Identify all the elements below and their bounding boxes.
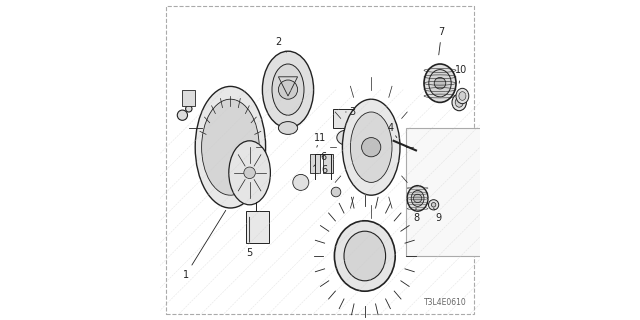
Text: 4: 4 bbox=[387, 123, 397, 138]
Ellipse shape bbox=[407, 186, 428, 211]
Ellipse shape bbox=[424, 64, 456, 102]
Ellipse shape bbox=[262, 51, 314, 128]
Ellipse shape bbox=[202, 99, 259, 195]
Bar bbox=[246, 211, 269, 243]
Ellipse shape bbox=[272, 64, 304, 115]
Ellipse shape bbox=[459, 92, 466, 100]
Circle shape bbox=[332, 187, 341, 197]
Text: 10: 10 bbox=[454, 65, 467, 83]
Circle shape bbox=[435, 77, 445, 89]
Ellipse shape bbox=[337, 130, 358, 145]
Circle shape bbox=[413, 194, 422, 203]
Circle shape bbox=[391, 135, 396, 140]
Text: 3: 3 bbox=[346, 107, 355, 117]
Circle shape bbox=[244, 167, 255, 179]
Text: 2: 2 bbox=[275, 36, 286, 52]
Ellipse shape bbox=[278, 122, 298, 134]
Circle shape bbox=[293, 174, 309, 190]
Text: 9: 9 bbox=[434, 208, 442, 223]
Circle shape bbox=[253, 195, 259, 202]
Ellipse shape bbox=[335, 221, 396, 291]
Text: 8: 8 bbox=[413, 208, 419, 223]
Ellipse shape bbox=[351, 112, 392, 182]
Ellipse shape bbox=[195, 86, 266, 208]
Ellipse shape bbox=[344, 231, 385, 281]
Bar bbox=[310, 154, 320, 173]
Text: 11: 11 bbox=[314, 132, 326, 147]
Circle shape bbox=[177, 110, 188, 120]
Circle shape bbox=[429, 200, 439, 210]
Circle shape bbox=[362, 138, 381, 157]
Text: 5: 5 bbox=[246, 217, 253, 258]
Bar bbox=[182, 90, 195, 106]
Text: 7: 7 bbox=[438, 27, 445, 55]
Ellipse shape bbox=[412, 190, 424, 206]
Text: T3L4E0610: T3L4E0610 bbox=[424, 298, 467, 307]
Ellipse shape bbox=[455, 98, 463, 107]
Ellipse shape bbox=[342, 99, 400, 195]
Text: 6: 6 bbox=[322, 164, 328, 175]
Ellipse shape bbox=[229, 141, 271, 205]
Bar bbox=[323, 154, 333, 173]
Ellipse shape bbox=[429, 70, 451, 97]
Ellipse shape bbox=[452, 94, 467, 111]
Text: 1: 1 bbox=[182, 210, 226, 280]
Polygon shape bbox=[333, 109, 362, 128]
Circle shape bbox=[186, 106, 192, 112]
Circle shape bbox=[431, 203, 436, 207]
Bar bbox=[406, 128, 582, 256]
Ellipse shape bbox=[456, 88, 468, 104]
Text: 6: 6 bbox=[314, 152, 326, 166]
Circle shape bbox=[278, 80, 298, 99]
